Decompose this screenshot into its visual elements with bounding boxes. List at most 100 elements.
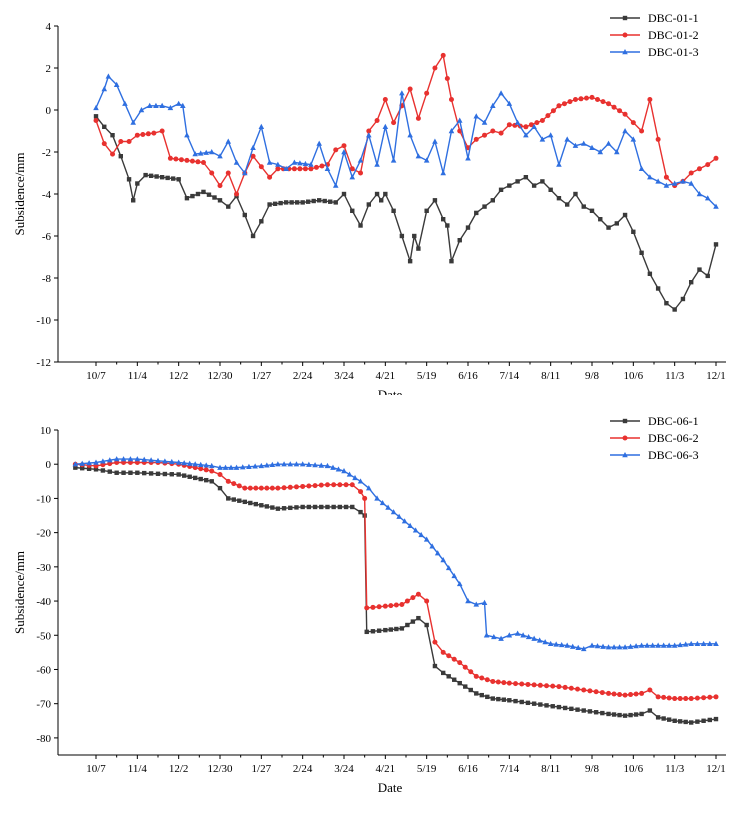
data-point [217, 464, 223, 470]
data-point [498, 635, 504, 641]
data-point [495, 679, 501, 685]
data-point [432, 65, 438, 71]
data-point [514, 630, 521, 636]
data-point [531, 183, 537, 188]
data-point [540, 179, 545, 184]
data-point [264, 504, 270, 509]
data-point [333, 200, 338, 205]
data-point [479, 675, 485, 681]
data-point [418, 531, 424, 538]
data-point [468, 687, 473, 693]
data-point [617, 712, 622, 718]
data-point [275, 485, 281, 491]
x-axis-title: Date [378, 387, 403, 395]
x-tick-label: 7/14 [500, 370, 520, 382]
y-tick-label: -40 [36, 596, 51, 608]
data-point [272, 201, 278, 206]
data-point [581, 687, 587, 693]
series-line [75, 461, 717, 700]
data-point [707, 694, 713, 700]
data-point [647, 97, 653, 102]
data-point [376, 628, 382, 633]
data-point [630, 120, 636, 126]
data-point [633, 691, 639, 697]
data-point [252, 463, 258, 469]
data-point [269, 461, 276, 467]
data-point [114, 470, 119, 475]
data-point [316, 140, 322, 146]
data-point [324, 482, 330, 488]
data-point [465, 598, 471, 604]
x-tick-label: 2/24 [293, 763, 313, 775]
data-point [622, 212, 628, 218]
data-point [250, 153, 256, 159]
data-point [189, 158, 195, 164]
data-point [197, 461, 204, 467]
data-point [145, 131, 151, 137]
data-point [259, 219, 264, 224]
data-point [531, 682, 537, 688]
data-point [713, 640, 719, 647]
data-point [666, 642, 672, 648]
data-point [440, 52, 446, 58]
y-tick-label: -10 [36, 315, 51, 327]
x-tick-label: 5/19 [417, 763, 437, 775]
data-point [333, 147, 339, 153]
data-point [306, 483, 312, 489]
data-point [531, 701, 537, 706]
data-point [507, 183, 512, 188]
data-point [539, 136, 546, 142]
data-point [287, 461, 294, 467]
data-point [162, 458, 168, 464]
x-tick-label: 8/11 [541, 370, 560, 382]
data-point [523, 175, 529, 180]
data-point [564, 136, 570, 142]
data-point [231, 481, 237, 487]
data-point [456, 580, 463, 587]
data-point [707, 640, 713, 647]
data-point [605, 140, 612, 146]
data-point [128, 470, 133, 475]
data-point [349, 482, 355, 488]
data-point [405, 622, 410, 628]
data-point [306, 461, 312, 467]
data-point [331, 482, 337, 488]
data-point [294, 505, 299, 510]
data-point [374, 495, 380, 501]
data-point [357, 157, 364, 163]
data-point [514, 119, 521, 125]
data-point [432, 663, 438, 669]
y-tick-label: 4 [46, 21, 52, 33]
legend-item: DBC-06-1 [610, 414, 699, 428]
data-point [242, 212, 247, 218]
data-point [319, 504, 324, 510]
data-point [233, 159, 240, 165]
data-point [331, 504, 336, 510]
data-point [580, 140, 587, 146]
data-point [258, 123, 265, 129]
data-point [556, 684, 562, 690]
data-point [644, 642, 650, 648]
data-point [506, 680, 512, 686]
data-point [506, 122, 512, 128]
data-point [611, 104, 617, 110]
data-point [553, 641, 559, 647]
data-point [217, 183, 223, 189]
data-point [448, 128, 455, 134]
data-point [394, 626, 399, 632]
data-point [288, 505, 293, 511]
data-point [162, 471, 168, 477]
data-point [412, 527, 419, 533]
data-point [270, 505, 275, 510]
data-point [195, 191, 201, 197]
data-point [589, 642, 595, 648]
legend-label: DBC-06-2 [648, 431, 699, 445]
data-point [248, 500, 253, 506]
data-point [490, 102, 496, 108]
data-point [217, 485, 223, 491]
data-point [507, 698, 512, 703]
data-point [587, 688, 593, 694]
data-point [312, 462, 318, 468]
data-point [683, 696, 689, 702]
data-point [572, 142, 579, 148]
